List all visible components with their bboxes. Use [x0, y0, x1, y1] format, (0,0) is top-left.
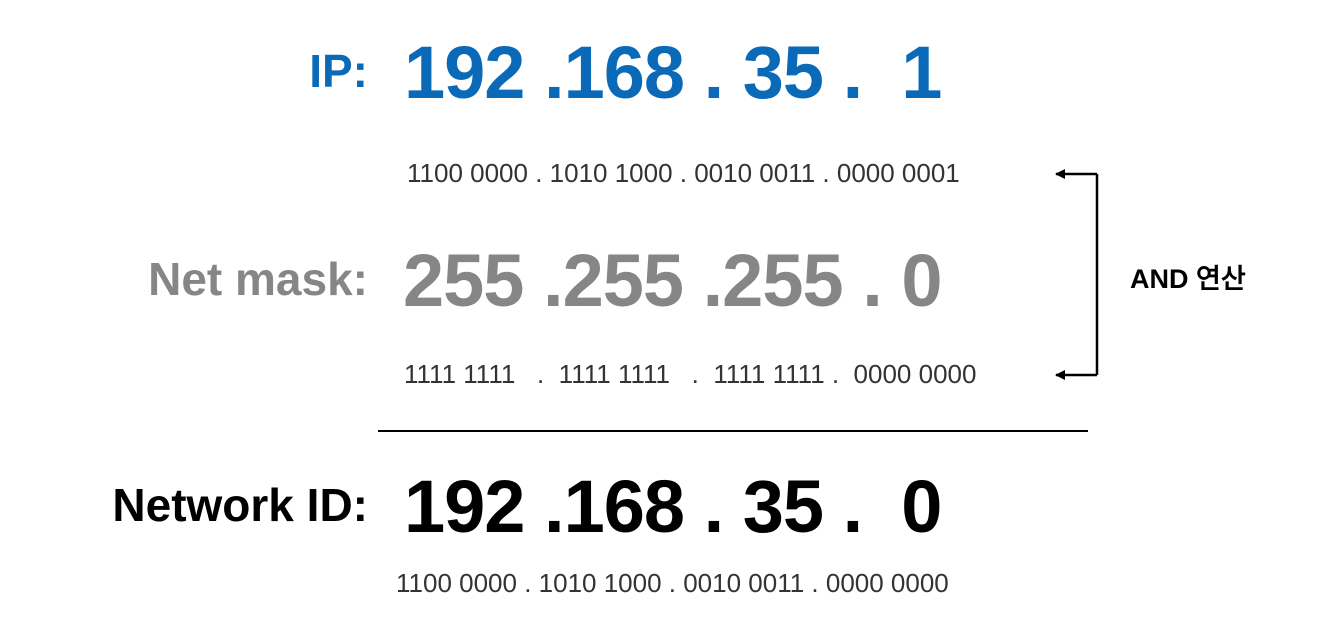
- network-id-binary: 1100 0000 . 1010 1000 . 0010 0011 . 0000…: [396, 568, 949, 598]
- netmask-value: 255 .255 .255 . 0: [403, 239, 942, 322]
- and-operation-label: AND 연산: [1130, 264, 1246, 294]
- network-id-label: Network ID:: [112, 479, 368, 531]
- ip-label: IP:: [309, 45, 368, 97]
- and-bracket-arrow: [1055, 169, 1099, 380]
- result-divider-line: [378, 430, 1088, 432]
- ip-binary: 1100 0000 . 1010 1000 . 0010 0011 . 0000…: [407, 158, 960, 188]
- netmask-label: Net mask:: [148, 253, 368, 305]
- network-id-value: 192 .168 . 35 . 0: [404, 465, 942, 548]
- ip-address-value: 192 .168 . 35 . 1: [404, 31, 942, 114]
- netmask-binary: 1111 1111 . 1111 1111 . 1111 1111 . 0000…: [404, 359, 977, 389]
